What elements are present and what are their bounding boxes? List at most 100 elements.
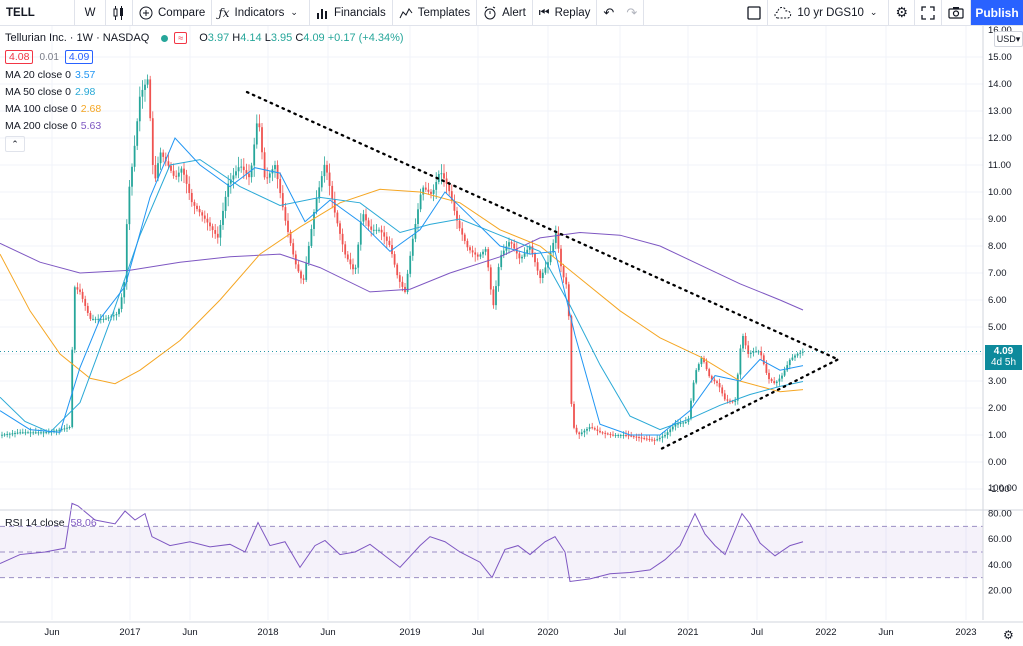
candle-body bbox=[521, 256, 523, 259]
candle-body bbox=[297, 264, 300, 272]
candle-body bbox=[450, 191, 453, 201]
time-tick-label: Jul bbox=[472, 627, 484, 638]
ma-50-legend[interactable]: MA 50 close 0 2.98 bbox=[5, 86, 404, 98]
time-tick-label: Jul bbox=[614, 627, 626, 638]
candle-body bbox=[398, 275, 401, 282]
candle-body bbox=[666, 432, 669, 435]
candle-body bbox=[224, 196, 227, 211]
candle-body bbox=[284, 207, 287, 221]
candle-body bbox=[630, 435, 633, 437]
candle-body bbox=[388, 240, 391, 246]
candle-body bbox=[749, 352, 752, 354]
symbol-search-button[interactable]: TELL bbox=[0, 0, 75, 25]
candle-body bbox=[705, 362, 708, 370]
candle-body bbox=[466, 240, 469, 248]
candle-body bbox=[661, 436, 664, 438]
price-tick-label: 13.00 bbox=[988, 106, 1012, 117]
overlay-symbol-button[interactable]: 10 yr DGS10 ⌄ bbox=[768, 0, 890, 25]
candle-body bbox=[242, 166, 245, 171]
candle-body bbox=[14, 432, 16, 434]
ma-value: 5.63 bbox=[80, 120, 102, 132]
undo-button[interactable]: ↶ bbox=[597, 0, 620, 25]
candle-body bbox=[492, 289, 495, 306]
candle-body bbox=[141, 89, 144, 97]
candle-body bbox=[151, 118, 154, 165]
candle-body bbox=[198, 209, 201, 213]
price-chart[interactable]: 16.0015.0014.0013.0012.0011.0010.009.008… bbox=[0, 26, 1023, 646]
screenshot-button[interactable] bbox=[942, 0, 971, 25]
publish-button[interactable]: Publish bbox=[971, 0, 1023, 25]
candle-body bbox=[289, 231, 292, 244]
camera-icon bbox=[948, 7, 964, 19]
candle-body bbox=[146, 79, 149, 85]
candle-body bbox=[596, 429, 599, 431]
candle-body bbox=[794, 355, 796, 358]
ma-label: MA 100 close 0 bbox=[5, 103, 77, 115]
candle-body bbox=[40, 432, 42, 434]
candle-body bbox=[677, 423, 679, 425]
rsi-legend[interactable]: RSI 14 close 58.06 bbox=[5, 517, 97, 529]
candle-body bbox=[276, 165, 279, 180]
redo-button[interactable]: ↷ bbox=[620, 0, 645, 25]
candle-body bbox=[66, 427, 68, 429]
indicators-fx-icon: ƒx bbox=[218, 5, 230, 20]
financials-button[interactable]: Financials bbox=[310, 0, 393, 25]
candle-body bbox=[474, 252, 477, 255]
replay-label: Replay bbox=[554, 6, 591, 19]
currency-button[interactable]: USD ▾ bbox=[994, 31, 1023, 47]
ma-20-legend[interactable]: MA 20 close 0 3.57 bbox=[5, 69, 404, 81]
undo-icon: ↶ bbox=[603, 4, 615, 20]
lower-trendline bbox=[660, 358, 840, 450]
candle-body bbox=[34, 432, 37, 434]
indicators-button[interactable]: ƒx Indicators ⌄ bbox=[212, 0, 310, 25]
candle-body bbox=[227, 183, 230, 197]
candle-body bbox=[573, 403, 575, 428]
bid-button[interactable]: 4.08 bbox=[5, 50, 34, 64]
candle-body bbox=[229, 179, 232, 184]
candle-body bbox=[354, 267, 357, 270]
fullscreen-button[interactable] bbox=[915, 0, 942, 25]
candle-body bbox=[716, 381, 718, 384]
chart-style-button[interactable] bbox=[106, 0, 133, 25]
ma-20-line bbox=[0, 137, 804, 436]
axis-settings-gear-icon[interactable]: ⚙ bbox=[1003, 628, 1014, 642]
candle-body bbox=[411, 238, 414, 256]
candle-body bbox=[612, 434, 614, 436]
collapse-legend-button[interactable]: ⌃ bbox=[5, 136, 25, 152]
open-label: O bbox=[199, 32, 208, 44]
ma-100-legend[interactable]: MA 100 close 0 2.68 bbox=[5, 103, 404, 115]
candle-body bbox=[118, 309, 120, 315]
candle-body bbox=[378, 229, 380, 231]
candle-body bbox=[713, 379, 716, 382]
candle-body bbox=[422, 187, 425, 195]
candle-body bbox=[86, 305, 89, 313]
time-tick-label: 2021 bbox=[677, 627, 698, 638]
candle-body bbox=[495, 286, 497, 306]
candle-body bbox=[539, 270, 542, 278]
candle-body bbox=[183, 168, 185, 175]
market-status-dot bbox=[161, 34, 169, 42]
ma-label: MA 50 close 0 bbox=[5, 86, 71, 98]
replay-button[interactable]: ⏮ Replay bbox=[533, 0, 598, 25]
time-tick-label: 2022 bbox=[815, 627, 836, 638]
time-tick-label: 2018 bbox=[257, 627, 278, 638]
interval-button[interactable]: W bbox=[75, 0, 106, 25]
settings-button[interactable]: ⚙ bbox=[889, 0, 915, 25]
candle-body bbox=[430, 191, 432, 194]
ma-200-legend[interactable]: MA 200 close 0 5.63 bbox=[5, 120, 404, 132]
alert-button[interactable]: Alert bbox=[477, 0, 533, 25]
candle-body bbox=[76, 287, 79, 290]
rsi-tick-label: 100.00 bbox=[988, 483, 1017, 494]
wave-icon[interactable]: ≈ bbox=[174, 32, 188, 44]
candle-body bbox=[55, 430, 58, 432]
compare-button[interactable]: Compare bbox=[133, 0, 213, 25]
candle-body bbox=[443, 173, 445, 179]
time-tick-label: Jun bbox=[320, 627, 335, 638]
layout-button[interactable] bbox=[741, 0, 769, 25]
candle-body bbox=[162, 152, 165, 157]
candle-body bbox=[744, 336, 747, 346]
legend-title[interactable]: Tellurian Inc. · 1W · NASDAQ bbox=[5, 32, 150, 44]
price-tick-label: 9.00 bbox=[988, 214, 1007, 225]
ask-button[interactable]: 4.09 bbox=[64, 50, 94, 64]
templates-button[interactable]: Templates bbox=[393, 0, 478, 25]
